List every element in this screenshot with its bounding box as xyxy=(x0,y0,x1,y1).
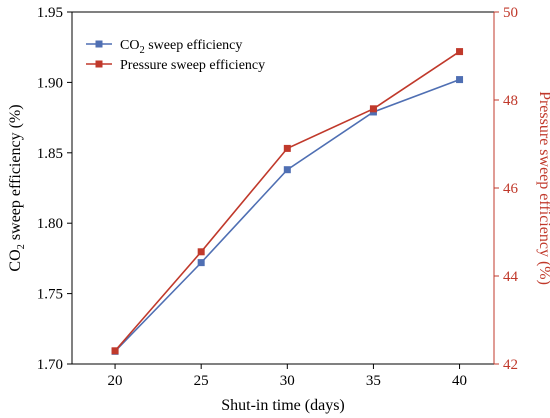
x-axis: 20 25 30 35 40 xyxy=(108,364,467,389)
left-y-tick-label: 1.80 xyxy=(37,216,63,232)
x-tick-label: 20 xyxy=(108,373,123,389)
right-y-axis: 42 44 46 48 50 xyxy=(494,5,519,373)
left-y-axis-label-rest: sweep efficiency (%) xyxy=(7,104,24,244)
data-point xyxy=(369,105,377,113)
left-y-tick-label: 1.70 xyxy=(37,357,63,373)
x-tick-label: 25 xyxy=(194,373,209,389)
left-y-tick-label: 1.75 xyxy=(37,287,63,303)
legend-label-main: CO xyxy=(120,38,139,53)
series-layer xyxy=(111,48,464,355)
left-y-tick-label: 1.95 xyxy=(37,5,63,21)
x-tick-label: 30 xyxy=(280,373,295,389)
axis-labels: Shut-in time (days) CO2 sweep efficiency … xyxy=(7,91,550,414)
left-y-axis-label-main: CO xyxy=(7,249,24,271)
data-point xyxy=(456,76,464,84)
series-line xyxy=(114,50,460,352)
data-point xyxy=(283,166,291,174)
legend-marker xyxy=(95,40,103,48)
left-y-axis-label-subscript: 2 xyxy=(16,244,27,249)
left-y-axis-label: CO2 sweep efficiency (%) xyxy=(7,104,27,271)
legend-marker xyxy=(95,60,103,68)
data-point xyxy=(197,248,205,256)
right-y-tick-label: 46 xyxy=(503,181,519,197)
legend-label-main: Pressure sweep efficiency xyxy=(120,58,265,73)
left-y-tick-label: 1.85 xyxy=(37,146,63,162)
x-axis-label: Shut-in time (days) xyxy=(221,397,345,414)
legend-label-rest: sweep efficiency xyxy=(145,38,243,53)
right-y-tick-label: 50 xyxy=(503,5,518,21)
left-y-tick-label: 1.90 xyxy=(37,75,63,91)
plot-frame xyxy=(71,11,495,365)
series-line xyxy=(114,78,460,352)
data-point xyxy=(456,48,464,56)
legend-label-subscript: 2 xyxy=(139,45,144,56)
x-tick-label: 35 xyxy=(366,373,381,389)
right-y-tick-label: 42 xyxy=(503,357,518,373)
right-y-tick-label: 44 xyxy=(503,269,519,285)
data-point xyxy=(111,347,119,355)
data-point xyxy=(197,259,205,267)
legend-label: Pressure sweep efficiency xyxy=(120,58,265,73)
right-y-axis-label: Pressure sweep efficiency (%) xyxy=(536,91,550,285)
left-y-axis: 1.70 1.75 1.80 1.85 1.90 1.95 xyxy=(37,5,72,373)
legend-label: CO2 sweep efficiency xyxy=(120,38,242,56)
series-pressure-sweep-efficiency xyxy=(111,48,464,355)
right-y-tick-label: 48 xyxy=(503,93,518,109)
data-point xyxy=(283,144,291,152)
x-tick-label: 40 xyxy=(452,373,467,389)
legend: CO2 sweep efficiency Pressure sweep effic… xyxy=(86,38,265,73)
series-co2-sweep-efficiency xyxy=(111,76,464,355)
